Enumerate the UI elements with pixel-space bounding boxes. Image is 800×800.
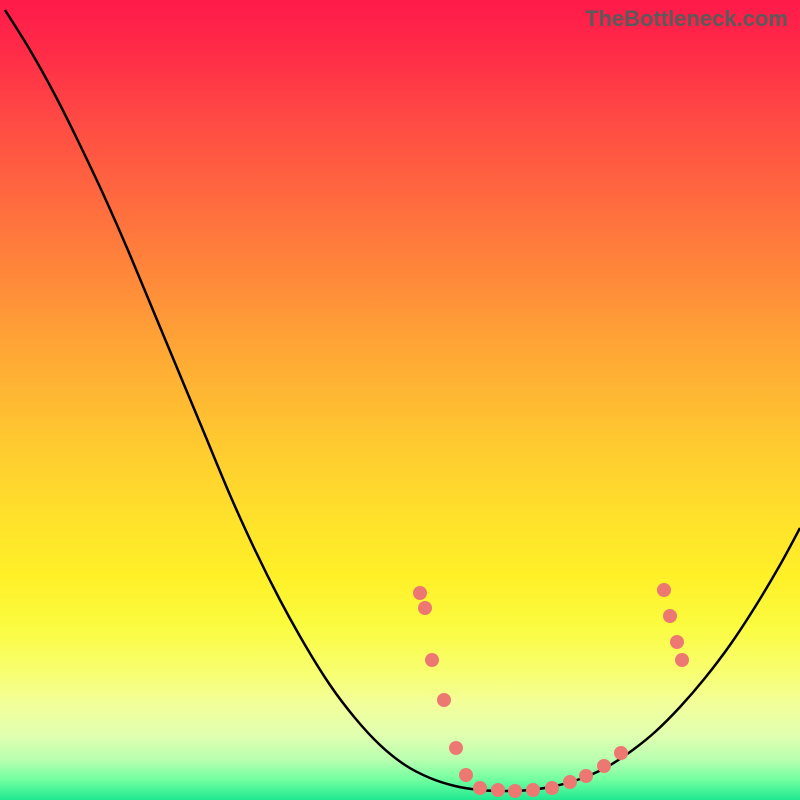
watermark-text: TheBottleneck.com	[585, 6, 788, 32]
scatter-point	[418, 601, 432, 615]
scatter-point	[597, 759, 611, 773]
scatter-point	[526, 783, 540, 797]
scatter-point	[413, 586, 427, 600]
scatter-point	[663, 609, 677, 623]
bottleneck-chart: TheBottleneck.com	[0, 0, 800, 800]
scatter-point	[614, 746, 628, 760]
scatter-point	[545, 781, 559, 795]
scatter-point	[473, 781, 487, 795]
scatter-layer	[0, 0, 800, 800]
scatter-point	[670, 635, 684, 649]
scatter-point	[425, 653, 439, 667]
scatter-point	[657, 583, 671, 597]
scatter-point	[459, 768, 473, 782]
scatter-point	[579, 769, 593, 783]
scatter-point	[675, 653, 689, 667]
scatter-points	[413, 583, 689, 798]
scatter-point	[508, 784, 522, 798]
scatter-point	[437, 693, 451, 707]
scatter-point	[563, 775, 577, 789]
scatter-point	[491, 783, 505, 797]
scatter-point	[449, 741, 463, 755]
